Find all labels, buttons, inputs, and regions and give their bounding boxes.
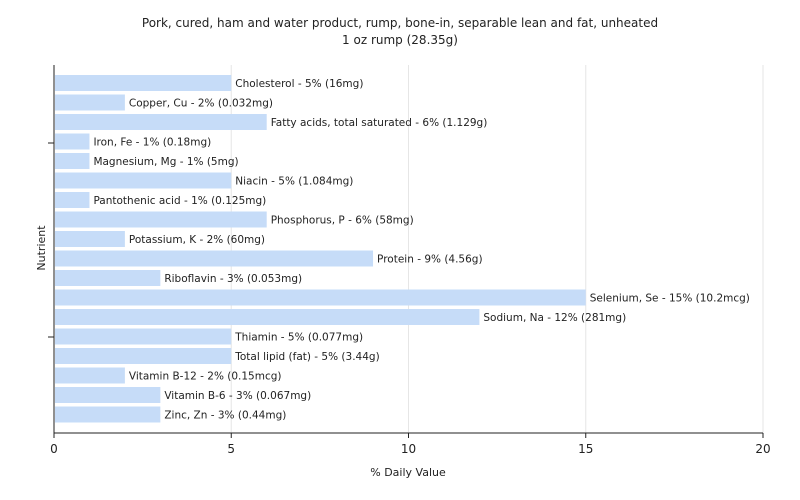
x-tick-label: 0 bbox=[50, 442, 58, 456]
bar bbox=[55, 192, 90, 208]
bar bbox=[55, 406, 161, 423]
x-tick-label: 5 bbox=[227, 442, 235, 456]
bar-label: Sodium, Na - 12% (281mg) bbox=[483, 312, 626, 324]
bar bbox=[55, 114, 267, 130]
bar bbox=[55, 153, 90, 169]
bar bbox=[55, 289, 586, 306]
bar-label: Pantothenic acid - 1% (0.125mg) bbox=[93, 195, 266, 207]
x-axis-title: % Daily Value bbox=[370, 466, 446, 479]
x-tick-label: 15 bbox=[578, 442, 593, 456]
chart-title: Pork, cured, ham and water product, rump… bbox=[141, 16, 659, 30]
bar-label: Total lipid (fat) - 5% (3.44g) bbox=[234, 351, 379, 363]
bar-label: Protein - 9% (4.56g) bbox=[377, 254, 483, 266]
bar bbox=[55, 75, 232, 91]
bar-label: Selenium, Se - 15% (10.2mcg) bbox=[590, 293, 750, 305]
bar-label: Copper, Cu - 2% (0.032mg) bbox=[129, 98, 273, 110]
bar-label: Fatty acids, total saturated - 6% (1.129… bbox=[271, 117, 488, 129]
bar bbox=[55, 250, 374, 267]
bar-label: Niacin - 5% (1.084mg) bbox=[235, 176, 353, 188]
bar-label: Cholesterol - 5% (16mg) bbox=[235, 78, 363, 90]
bar bbox=[55, 211, 267, 228]
bars: Cholesterol - 5% (16mg) Copper, Cu - 2% (… bbox=[55, 75, 750, 423]
bar-label: Zinc, Zn - 3% (0.44mg) bbox=[164, 410, 286, 422]
y-axis-title: Nutrient bbox=[35, 225, 48, 271]
x-tick-label: 10 bbox=[401, 442, 416, 456]
bar bbox=[55, 231, 125, 247]
bar-label: Vitamin B-6 - 3% (0.067mg) bbox=[164, 390, 311, 402]
bar bbox=[55, 387, 161, 403]
bar bbox=[55, 94, 125, 111]
bar bbox=[55, 348, 232, 364]
bar-label: Thiamin - 5% (0.077mg) bbox=[234, 332, 363, 344]
bar bbox=[55, 133, 90, 150]
bar-label: Magnesium, Mg - 1% (5mg) bbox=[93, 156, 238, 168]
bar bbox=[55, 328, 232, 345]
chart-subtitle: 1 oz rump (28.35g) bbox=[342, 33, 458, 47]
bar bbox=[55, 309, 480, 325]
bar-label: Potassium, K - 2% (60mg) bbox=[129, 234, 265, 246]
bar-label: Riboflavin - 3% (0.053mg) bbox=[164, 273, 302, 285]
axes: 0 5 10 15 20 bbox=[48, 65, 771, 456]
x-tick-label: 20 bbox=[755, 442, 770, 456]
bar bbox=[55, 367, 125, 384]
bar bbox=[55, 172, 232, 189]
bar bbox=[55, 270, 161, 286]
bar-label: Vitamin B-12 - 2% (0.15mcg) bbox=[129, 371, 282, 383]
bar-label: Iron, Fe - 1% (0.18mg) bbox=[93, 137, 211, 149]
bar-label: Phosphorus, P - 6% (58mg) bbox=[271, 215, 414, 227]
